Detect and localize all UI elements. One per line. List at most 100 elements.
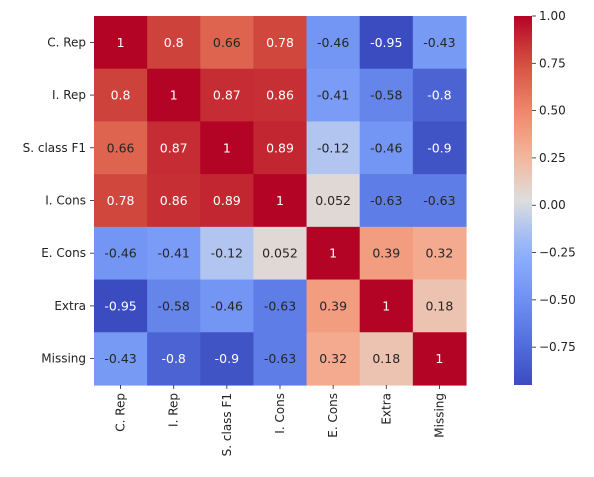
x-tick-label: I. Cons	[273, 393, 287, 434]
cell-value-label: 0.87	[160, 140, 188, 155]
cell-value-label: 0.87	[213, 88, 241, 103]
cell-value-label: -0.58	[370, 88, 402, 103]
cell-value-label: 1	[382, 298, 390, 313]
heatmap-cell	[94, 174, 148, 228]
heatmap-cell	[412, 279, 467, 333]
cell-value-label: 1	[435, 351, 443, 366]
colorbar: 1.00 0.75 0.50 0.25 0.00 −0.25 −0.50 −0.75	[514, 9, 576, 385]
cell-value-label: 0.66	[213, 35, 241, 50]
cell-value-label: 0.052	[315, 193, 351, 208]
heatmap-cell	[94, 121, 148, 175]
heatmap-cell	[200, 121, 255, 175]
y-tick-labels: C. Rep I. Rep S. class F1 I. Cons E. Cons Ext…	[23, 35, 94, 366]
x-tick-label: I. Rep	[167, 393, 181, 427]
heatmap-cell	[94, 16, 148, 70]
heatmap-cell	[412, 68, 467, 123]
colorbar-tick-label: −0.75	[539, 340, 576, 354]
x-tick-label: Extra	[379, 393, 393, 425]
y-tick-label: C. Rep	[47, 35, 86, 49]
colorbar-gradient	[514, 16, 532, 385]
colorbar-tick-label: −0.25	[539, 246, 576, 260]
cell-value-label: -0.46	[317, 35, 349, 50]
x-tick-label: Missing	[432, 393, 446, 438]
heatmap-cell	[147, 279, 201, 333]
heatmap-cell	[306, 174, 361, 228]
y-tick-label: S. class F1	[23, 141, 86, 155]
heatmap-cell	[359, 174, 414, 228]
colorbar-tick-label: 1.00	[539, 9, 566, 23]
heatmap-cell	[253, 332, 308, 386]
cell-value-label: -0.41	[317, 88, 349, 103]
cell-value-label: -0.8	[162, 351, 186, 366]
cell-value-label: 0.66	[107, 140, 135, 155]
heatmap-cell	[253, 226, 308, 281]
cell-value-label: -0.41	[158, 246, 190, 261]
cell-value-label: 0.89	[213, 193, 241, 208]
y-tick-label: Missing	[41, 352, 86, 366]
cell-value-label: 0.86	[160, 193, 188, 208]
cell-value-label: -0.63	[370, 193, 402, 208]
x-tick-labels: C. Rep I. Rep S. class F1 I. Cons E. Cons Ext…	[114, 384, 446, 456]
y-tick-label: I. Cons	[45, 193, 86, 207]
heatmap-cell	[253, 174, 308, 228]
colorbar-tick-label: 0.25	[539, 151, 566, 165]
cell-value-label: 0.8	[164, 35, 184, 50]
cell-value-label: 1	[276, 193, 284, 208]
heatmap-cell	[147, 174, 201, 228]
cell-value-label: 0.39	[319, 298, 347, 313]
heatmap-cell	[412, 174, 467, 228]
heatmap-cell	[412, 16, 467, 70]
heatmap-cell	[94, 279, 148, 333]
colorbar-tick-label: 0.00	[539, 198, 566, 212]
heatmap-cell	[253, 279, 308, 333]
cell-value-label: 1	[223, 140, 231, 155]
cell-value-label: -0.9	[215, 351, 239, 366]
cell-value-label: 1	[329, 246, 337, 261]
cell-value-label: -0.43	[423, 35, 455, 50]
cell-value-label: -0.12	[211, 246, 243, 261]
heatmap-cell	[306, 68, 361, 123]
heatmap-cell	[147, 16, 201, 70]
cell-value-label: -0.95	[104, 298, 136, 313]
y-tick-label: E. Cons	[41, 246, 86, 260]
colorbar-tick-label: 0.75	[539, 56, 566, 70]
cell-value-label: -0.12	[317, 140, 349, 155]
heatmap-cell	[94, 226, 148, 281]
heatmap-cell	[94, 68, 148, 123]
heatmap-cell	[359, 16, 414, 70]
heatmap-cell	[147, 121, 201, 175]
x-tick-label: S. class F1	[220, 393, 234, 456]
colorbar-tick-label: 0.50	[539, 104, 566, 118]
heatmap-cell	[306, 16, 361, 70]
heatmap-cell	[306, 121, 361, 175]
cell-value-label: -0.8	[427, 88, 451, 103]
cell-value-label: 0.18	[425, 298, 453, 313]
heatmap-cell	[200, 226, 255, 281]
heatmap-cell	[306, 332, 361, 386]
cell-value-label: 0.32	[425, 246, 453, 261]
cell-value-label: -0.46	[370, 140, 402, 155]
heatmap-cell	[200, 16, 255, 70]
heatmap-cell	[412, 226, 467, 281]
heatmap-cell	[359, 68, 414, 123]
cell-value-label: 0.18	[372, 351, 400, 366]
heatmap-cell	[200, 332, 255, 386]
y-tick-label: Extra	[54, 299, 86, 313]
cell-value-label: -0.63	[264, 298, 296, 313]
heatmap-cell	[306, 279, 361, 333]
cell-value-label: 0.78	[107, 193, 135, 208]
heatmap-cell	[359, 279, 414, 333]
cell-value-label: -0.63	[423, 193, 455, 208]
heatmap-cell	[306, 226, 361, 281]
heatmap-cells: 1 0.8 0.66 0.78 -0.46 -0.95 -0.43 0.8 1 0.87 0.86 -…	[94, 16, 467, 386]
heatmap-cell	[200, 68, 255, 123]
cell-value-label: -0.46	[104, 246, 136, 261]
cell-value-label: 1	[170, 88, 178, 103]
cell-value-label: 1	[117, 35, 125, 50]
heatmap-cell	[359, 332, 414, 386]
y-tick-label: I. Rep	[52, 88, 86, 102]
cell-value-label: -0.43	[104, 351, 136, 366]
cell-value-label: 0.89	[266, 140, 294, 155]
cell-value-label: 0.32	[319, 351, 347, 366]
